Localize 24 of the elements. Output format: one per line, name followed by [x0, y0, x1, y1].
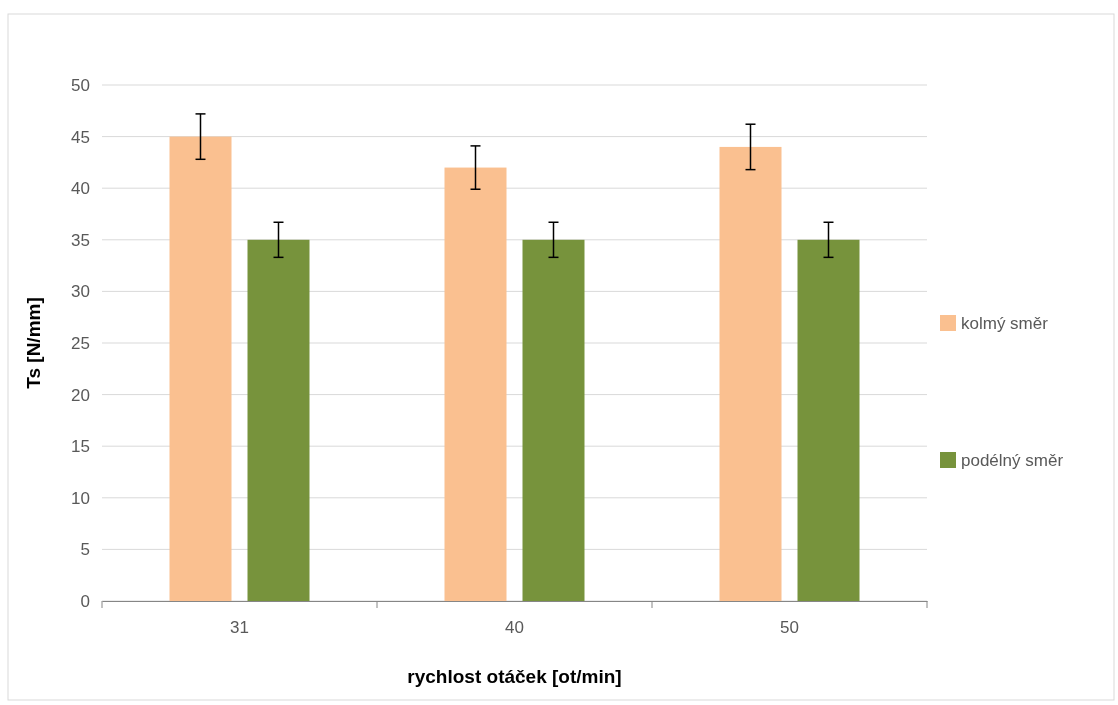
legend-label: podélný směr — [961, 451, 1064, 470]
y-tick-label: 35 — [71, 230, 90, 250]
y-tick-label: 0 — [80, 591, 90, 611]
x-tick-label: 40 — [505, 618, 524, 638]
y-tick-label: 5 — [80, 540, 90, 560]
y-tick-label: 10 — [71, 488, 90, 508]
bar — [522, 239, 585, 601]
legend-label: kolmý směr — [961, 314, 1049, 333]
bar — [719, 146, 782, 601]
bar — [444, 167, 507, 601]
x-axis-title: rychlost otáček [ot/min] — [407, 666, 622, 687]
bar — [797, 239, 860, 601]
y-tick-label: 15 — [71, 437, 90, 457]
y-tick-label: 50 — [71, 75, 90, 95]
y-tick-label: 25 — [71, 333, 90, 353]
x-tick-label: 31 — [230, 618, 249, 638]
y-tick-label: 40 — [71, 179, 90, 199]
bar — [169, 136, 232, 601]
x-tick-label: 50 — [780, 618, 799, 638]
y-tick-label: 20 — [71, 385, 90, 405]
y-tick-label: 30 — [71, 282, 90, 302]
bar — [247, 239, 310, 601]
y-axis-title: Ts [N/mm] — [23, 297, 44, 389]
y-tick-label: 45 — [71, 127, 90, 147]
